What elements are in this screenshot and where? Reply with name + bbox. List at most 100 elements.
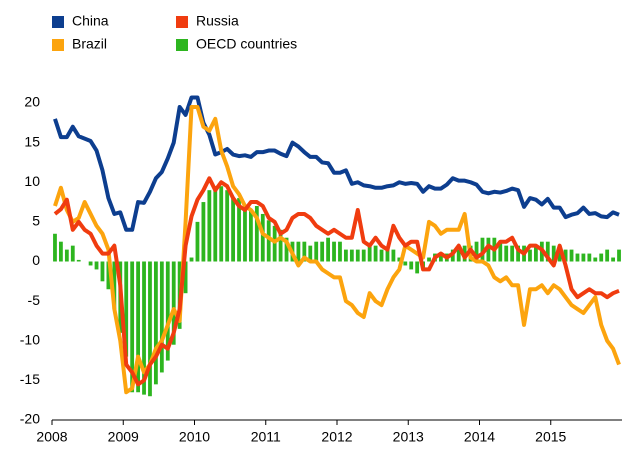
bar — [326, 237, 330, 262]
legend-swatch — [52, 39, 64, 51]
x-tick-label: 2008 — [36, 429, 67, 445]
bar — [195, 221, 200, 262]
bar — [338, 241, 342, 262]
bar — [76, 259, 81, 262]
x-tick-label: 2010 — [179, 429, 210, 445]
bar — [154, 261, 158, 385]
bar — [587, 253, 592, 262]
bar — [308, 245, 313, 262]
bar — [260, 213, 265, 262]
legend-label: Russia — [196, 13, 239, 29]
bar — [225, 190, 230, 262]
bar — [266, 220, 271, 262]
bar — [320, 241, 325, 262]
x-tick-label: 2013 — [393, 429, 424, 445]
bar — [112, 261, 117, 310]
bar — [165, 261, 170, 361]
bar — [545, 241, 550, 262]
bar — [385, 249, 390, 262]
bar — [551, 245, 556, 262]
bar — [213, 186, 218, 262]
y-tick-label: 5 — [32, 213, 40, 229]
bar — [504, 245, 509, 262]
legend-label: China — [72, 13, 109, 29]
bar — [367, 245, 372, 262]
bar — [516, 245, 520, 262]
bar — [284, 237, 289, 262]
bar — [142, 261, 146, 395]
y-tick-label: -15 — [20, 371, 40, 387]
bar — [207, 190, 212, 262]
y-tick-label: 20 — [24, 94, 40, 110]
bar — [296, 241, 301, 262]
bar — [302, 241, 307, 262]
bar — [534, 245, 538, 262]
x-tick-label: 2012 — [321, 429, 352, 445]
bar — [332, 241, 336, 262]
bar — [563, 249, 568, 262]
bar — [498, 241, 503, 262]
bar — [373, 245, 378, 262]
bar — [64, 249, 69, 262]
legend-label: Brazil — [72, 36, 107, 52]
x-tick-label: 2009 — [108, 429, 139, 445]
bar — [379, 249, 384, 262]
bar — [397, 257, 402, 262]
bar — [278, 229, 283, 262]
bar — [361, 249, 366, 262]
bar — [53, 233, 57, 262]
bar — [617, 249, 621, 262]
bar — [427, 257, 431, 262]
bar — [349, 249, 354, 262]
bar — [130, 261, 135, 393]
bar — [355, 249, 360, 262]
bar — [148, 261, 152, 397]
bar — [391, 249, 396, 262]
bar — [409, 261, 414, 270]
bar — [243, 209, 247, 262]
y-tick-label: -20 — [20, 411, 40, 427]
line — [53, 95, 620, 232]
y-tick-label: -5 — [28, 292, 41, 308]
bar — [480, 237, 485, 262]
bar — [439, 253, 443, 262]
bar — [474, 241, 479, 262]
legend-label: OECD countries — [196, 36, 297, 52]
bar — [171, 261, 176, 345]
bar — [344, 249, 348, 262]
line — [53, 176, 620, 387]
bar — [100, 261, 105, 282]
y-tick-label: -10 — [20, 331, 40, 347]
bar — [403, 261, 408, 266]
bar — [415, 261, 420, 274]
bar — [575, 253, 580, 262]
bar — [528, 249, 532, 262]
bar — [106, 261, 111, 290]
bar — [124, 261, 129, 357]
bar — [189, 257, 194, 262]
x-tick-label: 2015 — [535, 429, 566, 445]
y-tick-label: 0 — [32, 252, 40, 268]
bar — [249, 209, 253, 262]
bar — [254, 206, 259, 262]
bar — [581, 253, 586, 262]
bar — [70, 245, 75, 262]
bar — [486, 237, 491, 262]
y-tick-label: 10 — [24, 173, 40, 189]
bar — [510, 245, 515, 262]
bar — [88, 261, 93, 266]
bar — [231, 198, 235, 262]
legend-swatch — [52, 16, 64, 28]
bar — [605, 249, 610, 262]
bar — [59, 241, 63, 262]
legend-swatch — [176, 39, 188, 51]
bar — [314, 241, 319, 262]
bar — [183, 261, 188, 294]
bar — [599, 253, 604, 262]
bar — [219, 186, 224, 262]
bar — [159, 261, 164, 373]
x-tick-label: 2014 — [464, 429, 495, 445]
y-tick-label: 15 — [24, 133, 40, 149]
